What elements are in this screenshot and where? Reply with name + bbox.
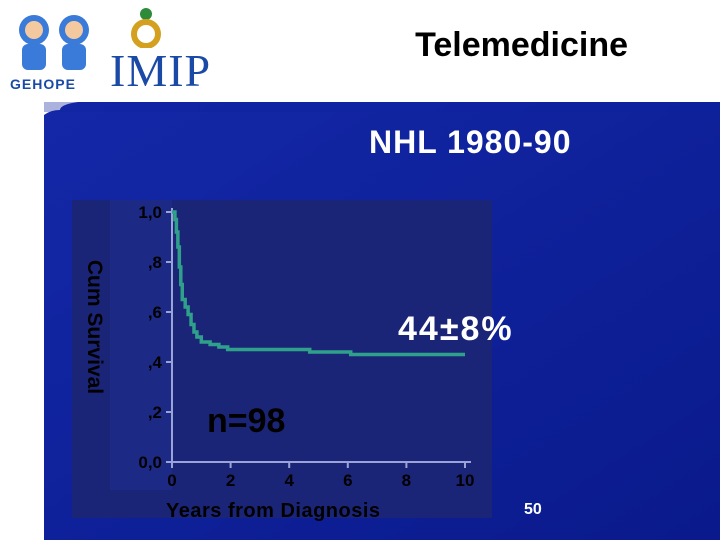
page-number: 50 — [524, 501, 542, 518]
y-tick-label: 1,0 — [138, 203, 162, 222]
survival-estimate-label: 44±8% — [398, 310, 514, 348]
x-tick-label: 2 — [226, 471, 235, 490]
imip-logo-text: IMIP — [110, 45, 212, 96]
y-tick-label: ,4 — [148, 353, 163, 372]
gehope-logo-text: GEHOPE — [10, 76, 76, 92]
y-tick-label: ,6 — [148, 303, 162, 322]
slide-title: Telemedicine — [415, 26, 628, 64]
y-tick-label: ,8 — [148, 253, 162, 272]
gehope-logo: GEHOPE — [6, 8, 102, 96]
chart-title: NHL 1980-90 — [369, 124, 572, 160]
sample-size-label: n=98 — [207, 402, 286, 440]
x-axis-label: Years from Diagnosis — [166, 500, 381, 522]
imip-logo: IMIP — [104, 6, 224, 98]
x-tick-label: 6 — [343, 471, 352, 490]
x-tick-label: 10 — [456, 471, 475, 490]
x-tick-label: 4 — [284, 471, 294, 490]
survival-curve — [172, 210, 465, 357]
x-tick-label: 0 — [167, 471, 176, 490]
y-tick-label: ,2 — [148, 403, 162, 422]
y-tick-label: 0,0 — [138, 453, 162, 472]
y-axis-label: Cum Survival — [83, 259, 106, 395]
y-axis-panel — [110, 200, 172, 490]
x-tick-label: 8 — [402, 471, 411, 490]
